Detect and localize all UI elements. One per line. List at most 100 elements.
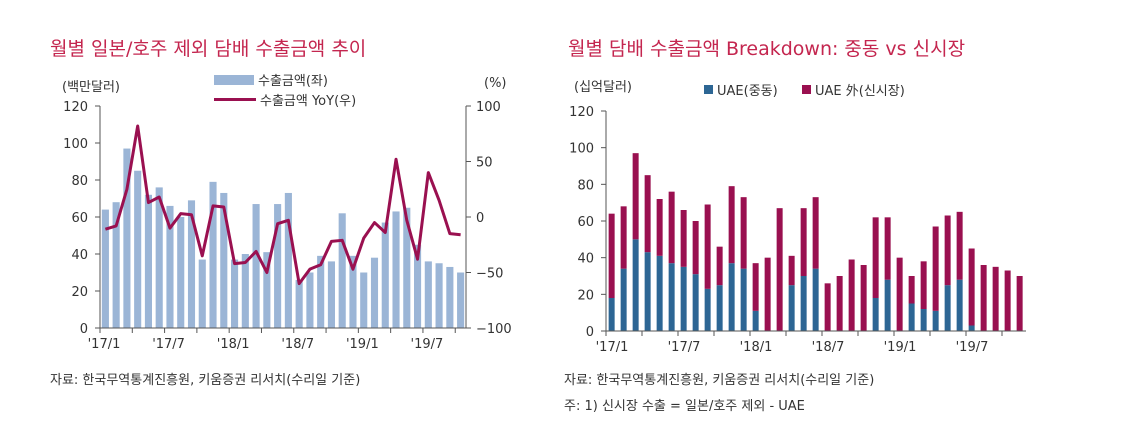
left-axis-unit: (백만달러) bbox=[62, 80, 120, 95]
x-tick-label: '18/1 bbox=[217, 337, 250, 352]
right-source-text: 자료: 한국무역통계진흥원, 키움증권 리서치(수리일 기준) bbox=[564, 373, 875, 388]
legend-new-market: UAE 外(신시장) bbox=[802, 80, 905, 99]
export-bar bbox=[166, 205, 174, 328]
uae-bar bbox=[668, 263, 675, 331]
uae-bar bbox=[656, 255, 663, 331]
export-bar bbox=[338, 213, 346, 328]
x-tick-label: '19/7 bbox=[411, 337, 444, 352]
y-tick-label: 0 bbox=[80, 322, 88, 337]
legend-uae: UAE(중동) bbox=[704, 80, 778, 99]
y-tick-label: 40 bbox=[71, 248, 88, 263]
new-market-bar bbox=[872, 217, 879, 298]
uae-bar bbox=[956, 279, 963, 331]
uae-bar bbox=[632, 239, 639, 331]
export-bar bbox=[198, 259, 206, 328]
uae-bar bbox=[944, 285, 951, 331]
uae-bar bbox=[704, 288, 711, 331]
new-market-bar bbox=[992, 266, 999, 331]
new-market-bar bbox=[920, 261, 927, 309]
new-market-bar bbox=[1004, 270, 1011, 331]
x-tick-label: '18/7 bbox=[281, 337, 314, 352]
new-market-bar bbox=[764, 257, 771, 331]
export-bar bbox=[327, 261, 335, 328]
legend-export-yoy-label: 수출금액 YoY(우) bbox=[260, 94, 357, 109]
export-bar bbox=[381, 222, 389, 328]
new-market-bar bbox=[896, 257, 903, 331]
left-chart-plot: 0 20 40 60 80 100 120 −100 −50 0 50 100 '17/1 '17/7 '1… bbox=[63, 100, 512, 352]
right-chart-panel: 월별 담배 수출금액 Breakdown: 중동 vs 신시장 (십억달러) U… bbox=[560, 0, 1131, 428]
export-bar bbox=[306, 272, 314, 328]
y-tick-label: 80 bbox=[577, 178, 594, 193]
x-tick-label: '17/7 bbox=[668, 340, 701, 355]
legend-uae-swatch-icon bbox=[704, 85, 713, 94]
new-market-bar bbox=[908, 276, 915, 304]
y-tick-label: 100 bbox=[569, 142, 594, 157]
uae-bar bbox=[908, 303, 915, 331]
uae-bar bbox=[800, 276, 807, 331]
export-bar bbox=[144, 194, 152, 328]
x-tick-label: '17/1 bbox=[88, 337, 121, 352]
new-market-bar bbox=[752, 263, 759, 311]
new-market-bar bbox=[884, 217, 891, 280]
x-tick-label: '19/1 bbox=[884, 340, 917, 355]
new-market-bar bbox=[668, 191, 675, 264]
y-tick-label: 60 bbox=[577, 215, 594, 230]
y2-tick-label: 50 bbox=[476, 156, 493, 171]
new-market-bar bbox=[800, 208, 807, 276]
export-bar bbox=[101, 209, 109, 328]
uae-bar bbox=[788, 285, 795, 331]
export-bar bbox=[187, 200, 196, 328]
export-bar bbox=[274, 204, 282, 328]
right-chart-axis-unit: (십억달러) bbox=[574, 80, 632, 95]
legend-export-amount-label: 수출금액(좌) bbox=[258, 74, 328, 89]
export-bar bbox=[112, 202, 120, 328]
legend-uae-label: UAE(중동) bbox=[717, 84, 778, 99]
right-chart-title: 월별 담배 수출금액 Breakdown: 중동 vs 신시장 bbox=[568, 38, 966, 60]
new-market-bar bbox=[644, 175, 651, 253]
legend-new-market-swatch-icon bbox=[802, 85, 811, 94]
export-bar bbox=[349, 255, 357, 328]
new-market-bar bbox=[956, 211, 963, 280]
left-chart-title: 월별 일본/호주 제외 담배 수출금액 추이 bbox=[50, 38, 367, 60]
x-tick-label: '18/1 bbox=[740, 340, 773, 355]
new-market-bar bbox=[812, 197, 819, 269]
legend-export-amount: 수출금액(좌) bbox=[214, 70, 328, 89]
new-market-bar bbox=[608, 213, 615, 298]
uae-bar bbox=[620, 268, 627, 331]
new-market-bar bbox=[824, 283, 831, 331]
legend-export-yoy: 수출금액 YoY(우) bbox=[214, 90, 356, 109]
new-market-bar bbox=[788, 255, 795, 286]
uae-bar bbox=[884, 279, 891, 331]
export-bar bbox=[403, 207, 411, 328]
new-market-bar bbox=[932, 226, 939, 311]
new-market-bar bbox=[776, 208, 783, 331]
uae-bar bbox=[680, 266, 687, 331]
export-bar bbox=[446, 266, 454, 328]
left-source-text: 자료: 한국무역통계진흥원, 키움증권 리서치(수리일 기준) bbox=[50, 373, 361, 388]
new-market-bar bbox=[632, 153, 639, 240]
y2-tick-label: −100 bbox=[476, 322, 512, 337]
y-tick-label: 120 bbox=[63, 100, 88, 115]
export-bar bbox=[317, 255, 325, 328]
new-market-bar bbox=[860, 265, 867, 331]
legend-bar-swatch-icon bbox=[214, 74, 254, 85]
uae-bar bbox=[752, 310, 759, 331]
export-bar bbox=[134, 170, 142, 328]
export-bar bbox=[123, 148, 131, 328]
y-tick-label: 20 bbox=[577, 288, 594, 303]
export-bar bbox=[392, 211, 400, 328]
y-tick-label: 40 bbox=[577, 252, 594, 267]
export-bar bbox=[457, 272, 465, 328]
new-market-bar bbox=[692, 221, 699, 275]
new-market-bar bbox=[740, 197, 747, 269]
uae-bar bbox=[932, 310, 939, 331]
new-market-bar bbox=[1016, 276, 1023, 331]
export-bar bbox=[360, 272, 368, 328]
export-bar bbox=[252, 204, 260, 328]
legend-line-swatch-icon bbox=[214, 98, 256, 101]
uae-bar bbox=[716, 285, 723, 331]
x-tick-label: '19/7 bbox=[956, 340, 989, 355]
new-market-bar bbox=[848, 259, 855, 331]
export-bar bbox=[220, 192, 228, 328]
export-bar bbox=[177, 217, 185, 328]
